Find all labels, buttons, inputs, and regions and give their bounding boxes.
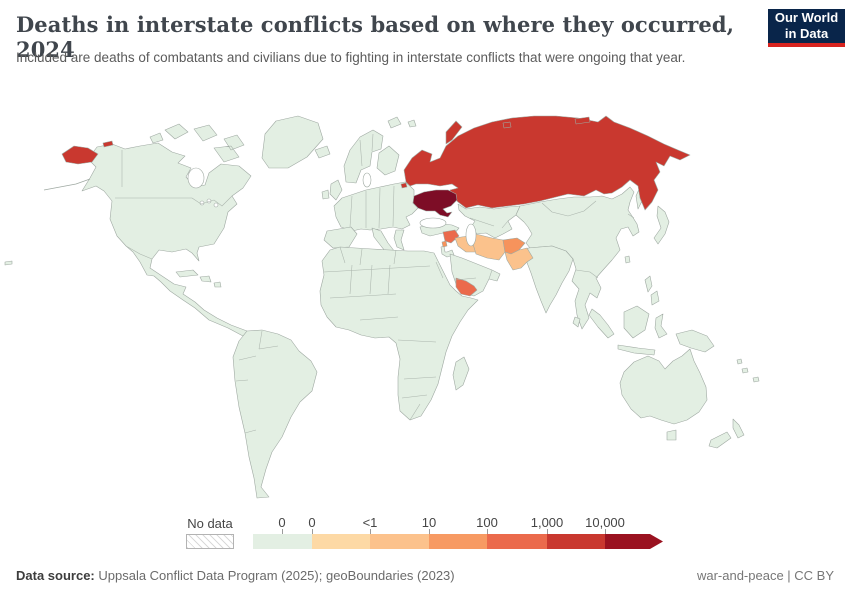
continent-south-america[interactable] [232, 329, 318, 499]
no-data-label: No data [187, 516, 233, 531]
legend-tick-label: 0 [278, 515, 286, 530]
legend-tick [312, 529, 313, 534]
philippines[interactable] [644, 275, 660, 306]
owid-logo-line2: in Data [784, 26, 829, 41]
country-russia-chukotka[interactable] [61, 140, 114, 165]
legend-bin-1[interactable] [312, 534, 370, 549]
data-source: Data source: Uppsala Conflict Data Progr… [16, 568, 455, 583]
legend-tick-label: 10 [421, 515, 437, 530]
hawaii-islets[interactable] [4, 260, 13, 266]
data-source-label: Data source: [16, 568, 95, 583]
legend-tick-label: 10,000 [585, 515, 625, 530]
country-russia-novaya-zemlya[interactable] [445, 116, 591, 145]
legend-tick [429, 529, 430, 534]
country-greenland[interactable] [261, 115, 324, 169]
legend-bin-5[interactable] [547, 534, 605, 549]
data-source-text: Uppsala Conflict Data Program (2025); ge… [94, 568, 455, 583]
chart-subtitle: Included are deaths of combatants and ci… [16, 50, 686, 65]
country-russia-kaliningrad[interactable] [400, 182, 408, 189]
colored-countries [61, 115, 691, 297]
legend-tick [605, 529, 606, 534]
legend-tick-label: <1 [362, 515, 378, 530]
legend-tick-label: 100 [476, 515, 498, 530]
land-base [4, 115, 760, 499]
legend-bin-6[interactable] [605, 534, 650, 549]
owid-logo-line1: Our World [774, 9, 839, 25]
svalbard[interactable] [387, 116, 417, 129]
owid-logo[interactable]: Our World in Data [768, 9, 845, 43]
legend-arrow [650, 534, 663, 549]
country-pakistan[interactable] [504, 247, 534, 271]
europe-mainland[interactable] [333, 181, 419, 232]
world-map [4, 115, 760, 499]
pacific-islands[interactable] [736, 358, 760, 383]
credit-link[interactable]: war-and-peace | CC BY [696, 568, 834, 583]
legend-tick [487, 529, 488, 534]
continent-north-america[interactable] [81, 142, 252, 337]
seas [187, 167, 477, 247]
legend-tick [282, 529, 283, 534]
caribbean-islands[interactable] [175, 269, 222, 288]
indonesia-new-guinea[interactable] [588, 305, 715, 356]
legend-tick [370, 529, 371, 534]
arctic-islands[interactable] [149, 123, 245, 163]
scandinavia[interactable] [343, 129, 400, 184]
hudson-bay [187, 167, 205, 189]
legend-tick [547, 529, 548, 534]
great-lakes [213, 202, 219, 208]
no-data-swatch[interactable] [186, 534, 234, 549]
country-taiwan[interactable] [624, 255, 631, 264]
country-iceland[interactable] [314, 145, 331, 159]
chart-title: Deaths in interstate conflicts based on … [16, 12, 735, 62]
iberia[interactable] [323, 226, 358, 249]
black-sea [419, 217, 447, 229]
owid-logo-accent-bar [768, 43, 845, 47]
country-yemen[interactable] [455, 277, 478, 297]
british-isles[interactable] [321, 179, 343, 201]
country-syria[interactable] [442, 229, 460, 244]
country-ukraine[interactable] [412, 189, 458, 218]
legend-bin-0[interactable] [253, 534, 312, 549]
legend-bin-2[interactable] [370, 534, 429, 549]
legend-bin-4[interactable] [487, 534, 547, 549]
country-india[interactable] [525, 245, 581, 328]
legend-bin-3[interactable] [429, 534, 487, 549]
balkans-greece[interactable] [393, 229, 405, 251]
legend-tick-label: 0 [308, 515, 316, 530]
aleutian-islands [43, 178, 91, 191]
country-russia[interactable] [403, 115, 691, 211]
country-borders [115, 133, 635, 434]
country-australia[interactable] [619, 348, 708, 441]
country-lebanon[interactable] [441, 240, 448, 248]
caspian-sea [465, 223, 477, 247]
country-madagascar[interactable] [452, 356, 470, 391]
continent-africa[interactable] [319, 246, 479, 421]
legend-tick-label: 1,000 [530, 515, 564, 530]
country-new-zealand[interactable] [708, 418, 745, 449]
baltic-sea [362, 172, 372, 188]
